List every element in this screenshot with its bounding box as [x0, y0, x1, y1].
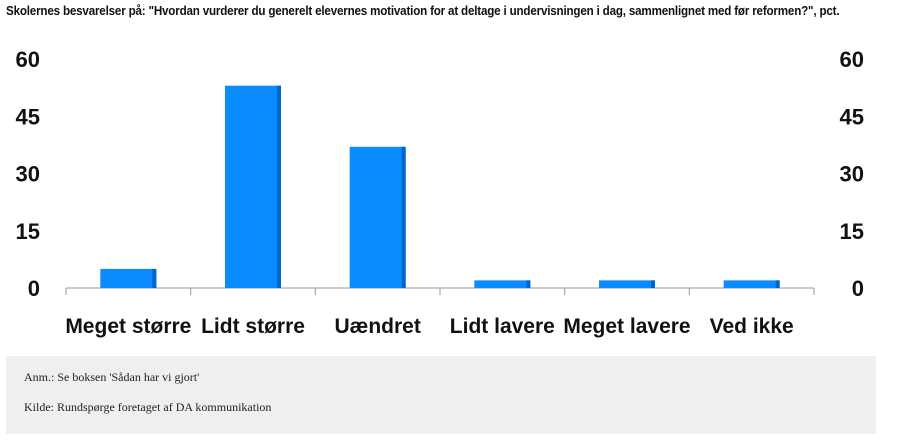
bar-shade-6	[775, 280, 780, 288]
bar-shade-2	[277, 85, 281, 288]
y-tick-label-left: 45	[16, 104, 40, 129]
left-y-axis: 0 15 30 45 60	[16, 47, 40, 301]
category-labels: Meget større Lidt større Uændret Lidt laver…	[65, 315, 793, 338]
bar-shade-5	[651, 280, 655, 288]
bars	[100, 85, 780, 288]
y-tick-label-right: 60	[840, 47, 864, 72]
note-anm: Anm.: Se boksen 'Sådan har vi gjort'	[24, 370, 200, 384]
bar-4	[474, 280, 531, 288]
right-y-axis: 0 15 30 45 60	[840, 47, 864, 301]
y-tick-label-right: 15	[840, 219, 864, 244]
x-axis	[65, 287, 815, 295]
notes-box: Anm.: Se boksen 'Sådan har vi gjort' Kil…	[6, 356, 876, 434]
y-tick-label-left: 60	[16, 47, 40, 72]
y-tick-label-left: 15	[16, 219, 40, 244]
note-kilde: Kilde: Rundspørge foretaget af DA kommun…	[24, 400, 272, 414]
category-label: Ved ikke	[710, 315, 794, 338]
bar-2	[225, 85, 281, 288]
category-label: Meget lavere	[563, 315, 690, 338]
bar-shade-4	[526, 280, 531, 288]
category-label: Lidt lavere	[450, 315, 555, 338]
bar-shade-1	[152, 268, 157, 288]
y-tick-label-right: 0	[852, 276, 864, 301]
bar-3	[349, 146, 406, 288]
category-label: Uændret	[334, 315, 420, 338]
bar-6	[723, 280, 780, 288]
category-label: Meget større	[65, 315, 191, 338]
y-tick-label-right: 45	[840, 104, 864, 129]
category-label: Lidt større	[201, 315, 305, 338]
chart-title: Skolernes besvarelser på: "Hvordan vurde…	[6, 4, 840, 18]
bar-1	[100, 268, 157, 288]
y-tick-label-right: 30	[840, 162, 864, 187]
bar-shade-3	[401, 146, 406, 288]
bar-chart: 0 15 30 45 60 0 15 30 45 60 Meget større Lidt stø…	[16, 47, 864, 338]
y-tick-label-left: 30	[16, 162, 40, 187]
bar-5	[599, 280, 655, 288]
y-tick-label-left: 0	[28, 276, 40, 301]
